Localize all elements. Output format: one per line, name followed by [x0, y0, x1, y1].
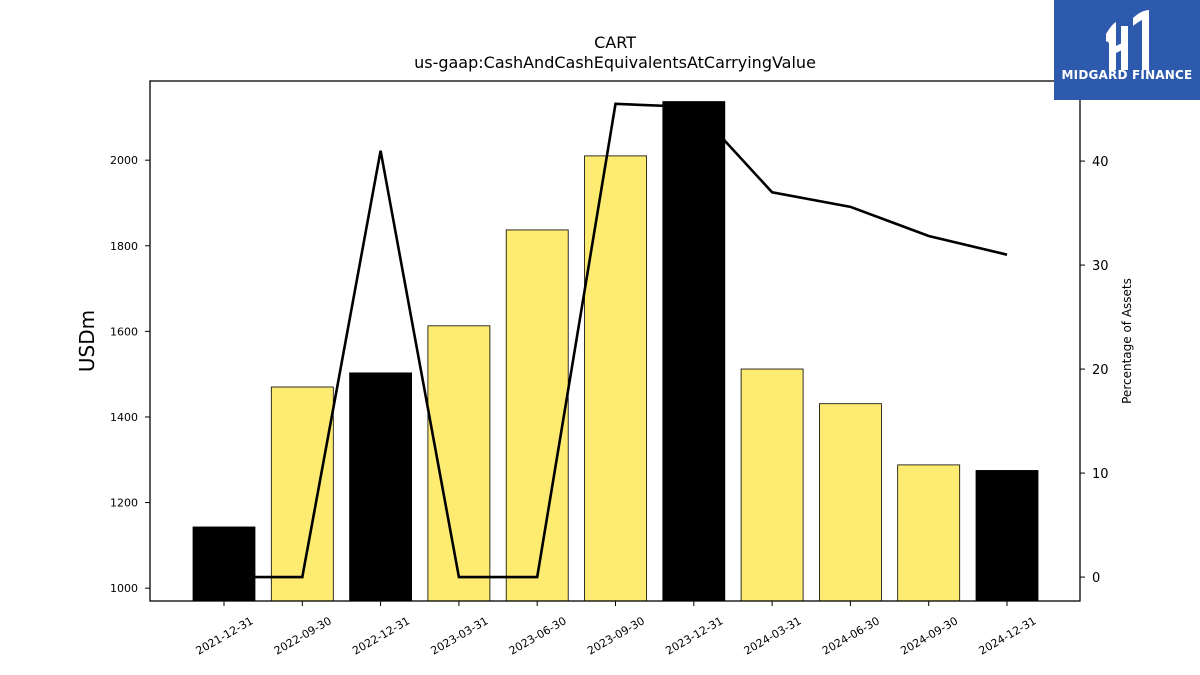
- series-line: [224, 102, 1008, 579]
- x-tick-label: 2024-12-31: [977, 614, 1039, 657]
- y-tick-label: 1200: [110, 497, 138, 510]
- y2-tick-label: 30: [1092, 259, 1109, 274]
- bar: [819, 403, 882, 602]
- x-tick-label: 2023-06-30: [507, 614, 569, 657]
- chart-title: CART: [594, 33, 636, 52]
- y-tick-label: 1600: [110, 325, 138, 338]
- bar: [897, 464, 961, 602]
- bar: [349, 372, 413, 602]
- brand-logo: MIDGARD FINANCE: [1054, 0, 1200, 100]
- x-tick-label: 2023-12-31: [663, 614, 725, 657]
- y2-tick-label: 20: [1092, 363, 1109, 378]
- logo-text: MIDGARD FINANCE: [1061, 68, 1193, 82]
- logo-mark-icon: [1106, 10, 1149, 70]
- y-tick-label: 1000: [110, 582, 138, 595]
- bar-series: [192, 101, 1039, 602]
- bar: [975, 470, 1039, 602]
- bar: [740, 368, 804, 602]
- x-tick-label: 2023-03-31: [429, 614, 491, 657]
- chart-subtitle: us-gaap:CashAndCashEquivalentsAtCarrying…: [414, 53, 816, 72]
- bar: [662, 101, 726, 602]
- x-tick-label: 2024-06-30: [820, 614, 882, 657]
- y-axis-label: USDm: [75, 310, 99, 372]
- x-tick-label: 2024-03-31: [742, 614, 804, 657]
- y2-axis-label: Percentage of Assets: [1120, 278, 1134, 404]
- bar: [270, 386, 334, 602]
- y-tick-label: 1800: [110, 240, 138, 253]
- y2-tick-label: 40: [1092, 155, 1109, 170]
- x-axis: 2021-12-31 2022-09-30 2022-12-31 2023-03-31…: [194, 601, 1039, 658]
- x-tick-label: 2022-09-30: [272, 614, 334, 657]
- bar: [584, 155, 647, 602]
- x-tick-label: 2023-09-30: [585, 614, 647, 657]
- x-tick-label: 2021-12-31: [194, 614, 256, 657]
- right-y-axis: 0 10 20 30 40: [1080, 155, 1109, 586]
- y-tick-label: 1400: [110, 411, 138, 424]
- bar: [192, 526, 256, 602]
- left-y-axis: 1000 1200 1400 1600 1800 2000: [110, 154, 150, 595]
- x-tick-label: 2022-12-31: [350, 614, 412, 657]
- y-tick-label: 2000: [110, 154, 138, 167]
- y2-tick-label: 0: [1092, 571, 1100, 586]
- x-tick-label: 2024-09-30: [898, 614, 960, 657]
- line-series: [224, 102, 1008, 579]
- bar: [505, 229, 569, 602]
- y2-tick-label: 10: [1092, 467, 1109, 482]
